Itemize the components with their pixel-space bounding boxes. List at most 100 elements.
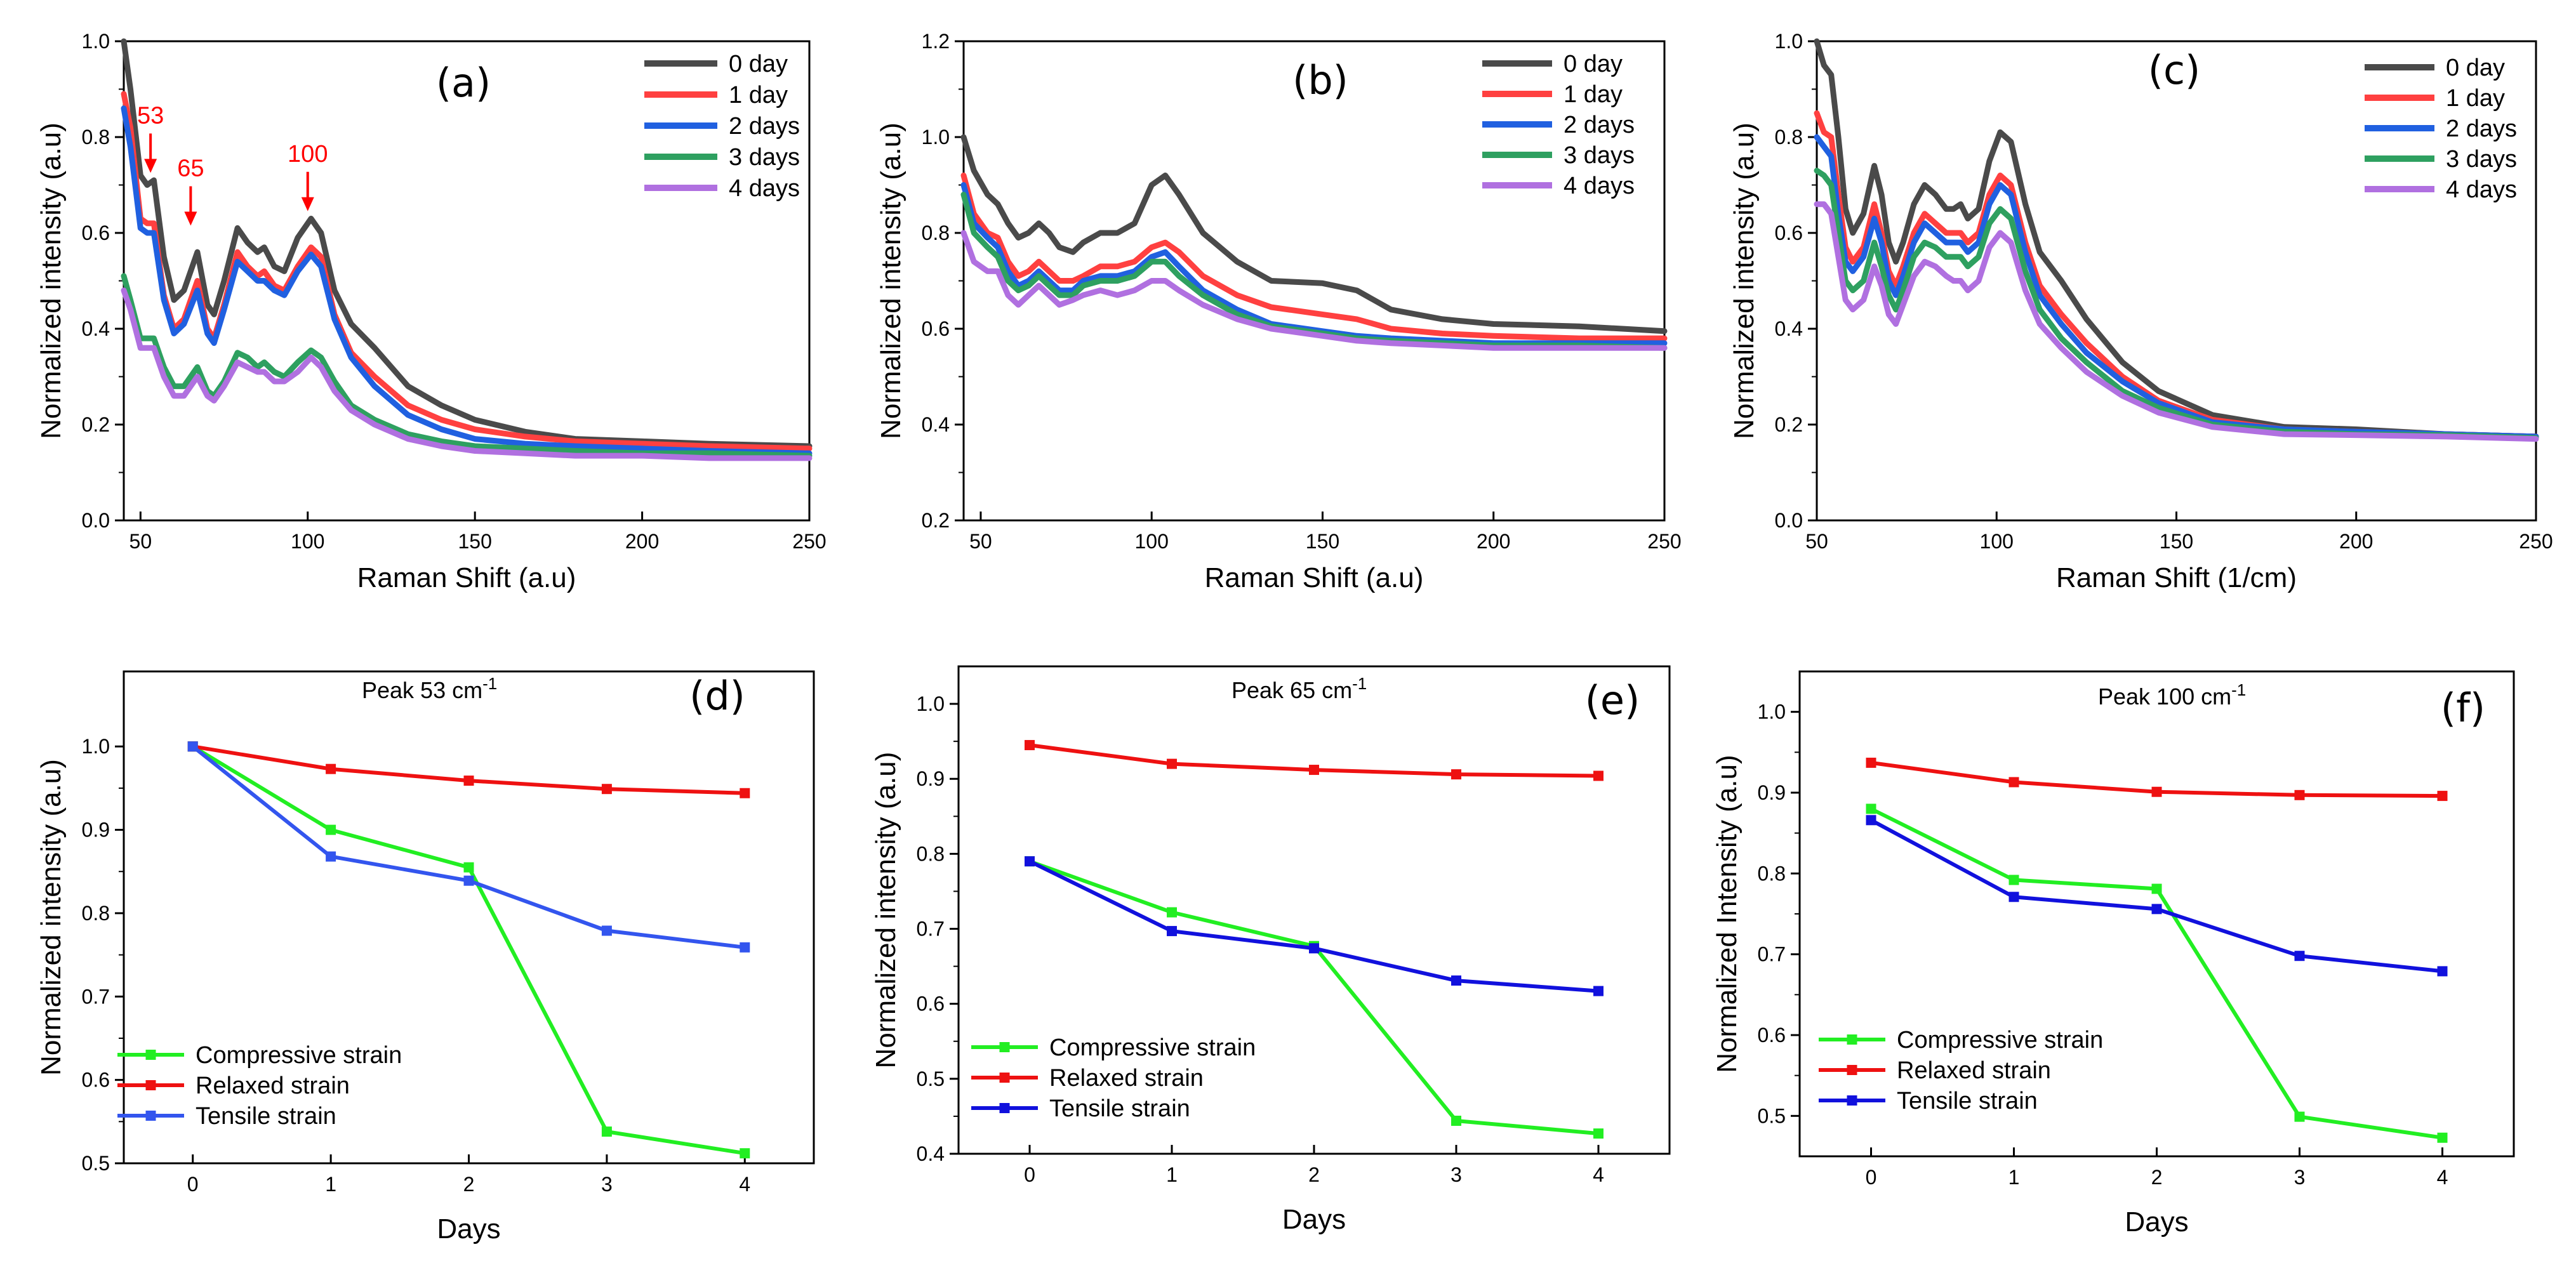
y-tick-label: 0.6 — [82, 1069, 110, 1092]
y-tick-label: 1.0 — [1775, 30, 1803, 53]
x-tick-label: 2 — [1308, 1163, 1320, 1186]
annotation-arrowhead — [144, 159, 157, 173]
data-point — [2008, 875, 2019, 885]
data-point — [1451, 1116, 1461, 1126]
legend-label: Tensile strain — [1897, 1088, 2038, 1114]
series-line — [1814, 38, 2539, 440]
legend-label: 1 day — [1564, 81, 1623, 108]
y-axis-title: Normalized intensity (a.u) — [875, 122, 906, 439]
series-line — [960, 182, 1668, 347]
y-tick-label: 0.4 — [82, 317, 110, 340]
data-point — [1451, 769, 1461, 780]
data-point — [1593, 770, 1603, 781]
series-line — [1814, 134, 2539, 440]
legend-label: 3 days — [2446, 146, 2517, 173]
x-tick-label: 0 — [1024, 1163, 1035, 1186]
data-point — [1593, 986, 1603, 996]
panel-d: 0 1 2 3 4 0.5 0.6 0.7 0.8 0.9 1.0 Days Normalized in… — [36, 670, 815, 1245]
x-tick-label: 200 — [2339, 530, 2373, 553]
data-point — [740, 788, 750, 798]
panel-title-sup: -1 — [482, 674, 497, 693]
data-point — [187, 741, 198, 752]
x-axis-title: Days — [1282, 1204, 1346, 1235]
data-point — [1309, 765, 1319, 776]
legend: 0 day 1 day 2 days 3 days 4 days — [2365, 55, 2517, 203]
x-tick-label: 150 — [2160, 530, 2193, 553]
legend-label: 3 days — [1564, 142, 1635, 169]
x-tick-label: 100 — [1134, 530, 1168, 553]
series-4 — [1814, 201, 2539, 442]
y-tick-label: 0.6 — [1775, 221, 1803, 244]
data-point — [601, 1126, 612, 1137]
data-point — [2008, 892, 2019, 902]
panel-letter: (a) — [436, 60, 491, 106]
legend-marker — [1847, 1065, 1857, 1075]
y-tick-label: 0.2 — [922, 509, 950, 532]
data-point — [326, 851, 336, 862]
panel-e: 0 1 2 3 4 0.4 0.5 0.6 0.7 0.8 0.9 1.0 Days Normalized… — [870, 665, 1671, 1235]
legend-label: Relaxed strain — [1897, 1057, 2051, 1084]
series-line — [1028, 859, 1600, 993]
x-tick-label: 200 — [1477, 530, 1510, 553]
y-tick-label: 0.4 — [922, 413, 950, 436]
legend: Compressive strain Relaxed strain Tensile … — [1819, 1027, 2103, 1114]
x-tick-label: 2 — [2151, 1166, 2163, 1189]
series-0 — [960, 134, 1668, 334]
data-point — [463, 776, 474, 786]
series-1 — [1866, 757, 2448, 802]
legend: Compressive strain Relaxed strain Tensile … — [971, 1034, 1256, 1122]
panel-b: 50 100 150 200 250 0.2 0.4 0.6 0.8 1.0 1.2 Raman Sh… — [875, 30, 1682, 593]
data-point — [1593, 1128, 1603, 1139]
y-axis-title: Normalized intensity (a.u) — [1729, 122, 1760, 439]
y-tick-label: 0.7 — [1758, 943, 1786, 966]
x-tick-label: 4 — [1593, 1163, 1604, 1186]
series-line — [1814, 110, 2539, 440]
data-point — [2294, 951, 2305, 961]
x-tick-label: 50 — [129, 530, 152, 553]
legend-marker — [145, 1080, 156, 1090]
legend-marker — [145, 1111, 156, 1121]
x-axis-title: Raman Shift (1/cm) — [2056, 562, 2297, 593]
legend-label: Compressive strain — [1049, 1034, 1256, 1061]
panel-letter: (d) — [689, 673, 745, 719]
y-axis-title: Normalized intensity (a.u) — [870, 752, 901, 1069]
y-tick-label: 0.6 — [922, 317, 950, 340]
panel-title-sup: -1 — [1352, 674, 1367, 693]
panel-title: Peak 100 cm-1 — [2098, 680, 2246, 710]
series-2 — [187, 741, 750, 953]
y-tick-label: 0.6 — [1758, 1024, 1786, 1047]
y-tick-label: 1.0 — [82, 735, 110, 758]
x-tick-label: 50 — [1805, 530, 1828, 553]
series-line — [960, 134, 1668, 334]
legend-label: 0 day — [2446, 55, 2505, 81]
x-tick-label: 100 — [1980, 530, 2014, 553]
legend-marker — [145, 1050, 156, 1060]
y-tick-label: 0.9 — [917, 767, 945, 790]
x-tick-label: 1 — [2008, 1166, 2020, 1189]
peak-annotation-label: 65 — [177, 155, 204, 182]
series-3 — [1814, 168, 2539, 441]
x-tick-label: 3 — [601, 1173, 613, 1196]
plot-frame — [1816, 40, 2537, 522]
series-line — [1814, 201, 2539, 442]
x-tick-label: 1 — [1166, 1163, 1178, 1186]
y-tick-label: 1.0 — [922, 126, 950, 149]
legend-label: 2 days — [729, 113, 800, 140]
y-tick-label: 0.0 — [1775, 509, 1803, 532]
y-axis-title: Normalized intensity (a.u) — [36, 759, 67, 1076]
series-line — [1869, 818, 2445, 974]
y-tick-label: 0.2 — [82, 413, 110, 436]
series-3 — [121, 273, 813, 459]
data-point — [1866, 757, 1876, 768]
series-1 — [187, 741, 750, 798]
legend: 0 day 1 day 2 days 3 days 4 days — [1482, 51, 1635, 199]
series-1 — [1025, 740, 1603, 781]
panel-letter: (b) — [1292, 57, 1348, 103]
y-tick-label: 0.9 — [1758, 781, 1786, 804]
y-tick-label: 0.9 — [82, 819, 110, 842]
y-tick-label: 0.5 — [1758, 1104, 1786, 1127]
data-point — [1167, 926, 1177, 937]
legend-marker — [1847, 1034, 1857, 1045]
x-tick-label: 250 — [2519, 530, 2553, 553]
y-tick-label: 0.6 — [82, 221, 110, 244]
